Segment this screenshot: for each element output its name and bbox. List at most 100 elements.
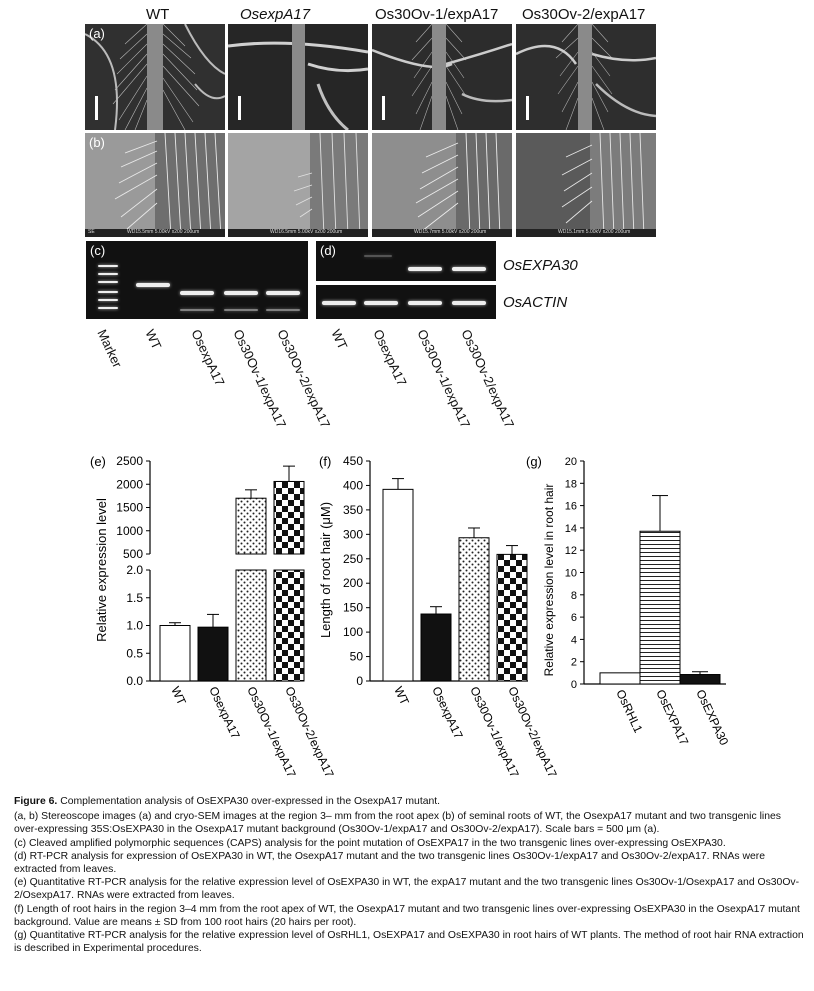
- x-tick-label: WT: [168, 684, 189, 707]
- y-tick-label: 50: [350, 650, 364, 664]
- marker-band: [98, 307, 118, 309]
- root-image-osexpa17: [228, 24, 368, 130]
- bar: [679, 674, 721, 685]
- sem-root-osexpa17: [228, 133, 368, 237]
- gene-label-osexpa30: OsEXPA30: [503, 257, 578, 274]
- y-tick-label: 2: [571, 657, 577, 669]
- y-tick-label: 450: [343, 454, 363, 468]
- actin-band-os30ov2: [452, 301, 486, 305]
- actin-band-wt: [322, 301, 356, 305]
- y-tick-label: 0.0: [126, 674, 143, 688]
- panel-label-d: (d): [320, 243, 336, 258]
- sem-root-os30ov2: [516, 133, 656, 237]
- gel-c: (c): [86, 241, 308, 319]
- bar: [159, 625, 191, 682]
- root-image-wt: [85, 24, 225, 130]
- stereo-image-os30ov2: [516, 24, 656, 130]
- panel-label-c: (c): [90, 243, 106, 258]
- y-tick-label: 0: [356, 674, 363, 688]
- column-header-os30ov1: Os30Ov-1/expA17: [375, 6, 499, 23]
- actin-band-osexpa17: [364, 301, 398, 305]
- bar: [639, 530, 681, 685]
- gel-band-os30ov1: [224, 291, 258, 295]
- chart-e: (e) Relative expression level 0.0 0.5 1.0 1.5…: [90, 454, 337, 780]
- sem-root-wt: [85, 133, 225, 237]
- x-tick-label: WT: [391, 684, 412, 707]
- column-header-osexpa17: OsexpA17: [240, 6, 311, 23]
- y-tick-label: 1500: [116, 501, 143, 515]
- sem-info-os30ov2: WD15.1mm 5.00kV x200 200um: [558, 229, 631, 235]
- gel-band-os30ov1: [408, 267, 442, 271]
- chart-f: (f) Length of root hair (μM) 0 50 100 150 200 2…: [318, 454, 560, 780]
- y-tick-label: 400: [343, 478, 363, 492]
- y-axis-label: Relative expression level in root hair: [542, 484, 556, 677]
- bar: [382, 488, 414, 682]
- y-tick-label: 12: [565, 545, 577, 557]
- y-tick-label: 300: [343, 527, 363, 541]
- marker-band: [98, 291, 118, 293]
- sem-info-os30ov1: WD15.7mm 5.00kV x200 200um: [414, 229, 487, 235]
- figure-label: Figure 6.: [14, 796, 58, 807]
- y-axis-label: Length of root hair (μM): [318, 502, 333, 638]
- panel-label-e: (e): [90, 454, 106, 469]
- sem-root-os30ov1: [372, 133, 512, 237]
- y-tick-label: 2500: [116, 454, 143, 468]
- marker-band: [98, 265, 118, 267]
- panel-label-b: (b): [89, 135, 105, 150]
- y-tick-label: 14: [565, 523, 577, 535]
- sem-info-wt: WD15.5mm 5.00kV x200 200um: [127, 229, 200, 235]
- y-tick-label: 20: [565, 456, 577, 468]
- bar-lower: [235, 569, 267, 682]
- y-tick-label: 100: [343, 625, 363, 639]
- y-tick-label: 6: [571, 612, 577, 624]
- actin-band-os30ov1: [408, 301, 442, 305]
- panel-label-a: (a): [89, 26, 105, 41]
- lane-label-wt: WT: [142, 327, 165, 352]
- y-axis-label: Relative expression level: [94, 498, 109, 642]
- sem-image-wt: (b) SE WD15.5mm 5.00kV x200 200um: [85, 133, 225, 237]
- caption-line-e: (e) Quantitative RT-PCR analysis for the…: [14, 877, 800, 902]
- gel-band-wt: [136, 283, 170, 287]
- gel-band-faint: [266, 309, 300, 311]
- marker-band: [98, 273, 118, 275]
- panel-label-g: (g): [526, 454, 542, 469]
- caption-line-ab: (a, b) Stereoscope images (a) and cryo-S…: [14, 811, 781, 836]
- y-tick-label: 1000: [116, 524, 143, 538]
- lane-label-d-osexpa17: OsexpA17: [370, 327, 410, 389]
- gel-d-osactin: [316, 285, 496, 319]
- chart-g: (g) Relative expression level in root hai…: [526, 454, 731, 748]
- lane-label-d-wt: WT: [328, 327, 351, 352]
- caption-title-line: Figure 6. Complementation analysis of Os…: [14, 795, 804, 808]
- y-tick-label: 1.0: [126, 619, 143, 633]
- caption-title: Complementation analysis of OsEXPA30 ove…: [60, 796, 441, 807]
- gel-d-osexpa30: (d): [316, 241, 496, 281]
- x-tick-label: OsRHL1: [613, 687, 645, 735]
- bar: [458, 537, 490, 682]
- y-tick-label: 200: [343, 576, 363, 590]
- marker-band: [98, 281, 118, 283]
- bar-upper: [235, 497, 267, 555]
- y-tick-label: 10: [565, 568, 577, 580]
- y-tick-label: 500: [123, 547, 143, 561]
- y-tick-label: 16: [565, 501, 577, 513]
- column-header-os30ov2: Os30Ov-2/expA17: [522, 6, 646, 23]
- lane-label-marker: Marker: [94, 327, 126, 371]
- gel-band-faint: [180, 309, 214, 311]
- lane-label-osexpa17: OsexpA17: [188, 327, 228, 389]
- y-tick-label: 0.5: [126, 646, 143, 660]
- gel-band-osexpa17: [180, 291, 214, 295]
- caption-line-f: (f) Length of root hairs in the region 3…: [14, 903, 800, 928]
- gel-band-wt-faint: [364, 255, 392, 257]
- y-tick-label: 250: [343, 552, 363, 566]
- stereo-image-wt: (a): [85, 24, 225, 130]
- y-tick-label: 0: [571, 679, 577, 691]
- sem-info-osexpa17: WD16.5mm 5.00kV x200 200um: [270, 229, 343, 235]
- stereo-image-osexpa17: [228, 24, 368, 130]
- caption-line-g: (g) Quantitative RT-PCR analysis for the…: [14, 930, 804, 955]
- root-image-os30ov2: [516, 24, 656, 130]
- gel-band-os30ov2: [266, 291, 300, 295]
- caption-line-c: (c) Cleaved amplified polymorphic sequen…: [14, 837, 726, 849]
- bar: [420, 613, 452, 682]
- column-header-wt: WT: [146, 6, 170, 23]
- y-tick-label: 18: [565, 478, 577, 490]
